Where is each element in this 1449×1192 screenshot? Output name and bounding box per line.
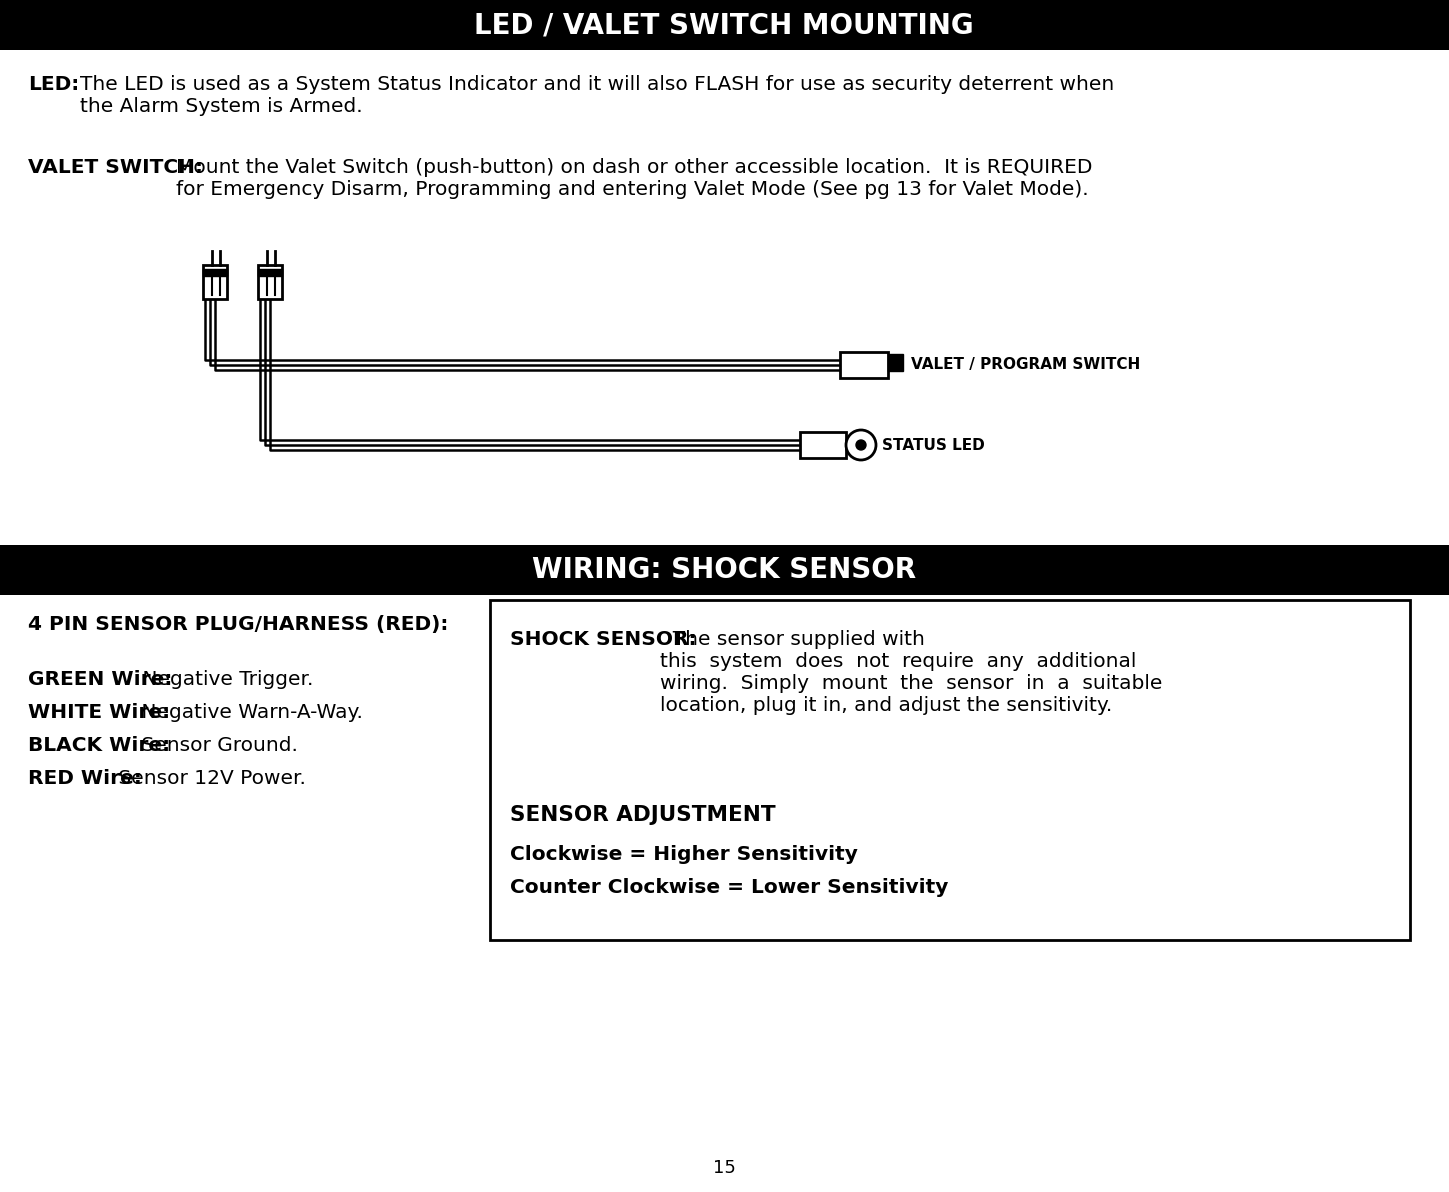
Text: GREEN Wire:: GREEN Wire: xyxy=(28,670,172,689)
Text: The LED is used as a System Status Indicator and it will also FLASH for use as s: The LED is used as a System Status Indic… xyxy=(80,75,1114,116)
Circle shape xyxy=(846,430,877,460)
Text: SHOCK SENSOR:: SHOCK SENSOR: xyxy=(510,631,697,648)
Text: WIRING: SHOCK SENSOR: WIRING: SHOCK SENSOR xyxy=(532,555,916,584)
Circle shape xyxy=(856,440,867,451)
Text: RED Wire:: RED Wire: xyxy=(28,769,142,788)
Text: Clockwise = Higher Sensitivity: Clockwise = Higher Sensitivity xyxy=(510,845,858,864)
Bar xyxy=(203,269,227,277)
Text: LED / VALET SWITCH MOUNTING: LED / VALET SWITCH MOUNTING xyxy=(474,11,974,39)
Text: VALET SWITCH:: VALET SWITCH: xyxy=(28,159,203,176)
Bar xyxy=(800,432,846,458)
Text: Counter Clockwise = Lower Sensitivity: Counter Clockwise = Lower Sensitivity xyxy=(510,879,949,898)
Text: The sensor supplied with
this  system  does  not  require  any  additional
wirin: The sensor supplied with this system doe… xyxy=(659,631,1162,715)
Text: 15: 15 xyxy=(713,1159,736,1177)
Text: Negative Trigger.: Negative Trigger. xyxy=(136,670,313,689)
Text: LED:: LED: xyxy=(28,75,80,94)
Bar xyxy=(888,354,903,371)
Text: Mount the Valet Switch (push-button) on dash or other accessible location.  It i: Mount the Valet Switch (push-button) on … xyxy=(175,159,1093,199)
Bar xyxy=(258,265,283,299)
Text: WHITE Wire:: WHITE Wire: xyxy=(28,703,170,722)
Text: SENSOR ADJUSTMENT: SENSOR ADJUSTMENT xyxy=(510,805,775,825)
Text: BLACK Wire:: BLACK Wire: xyxy=(28,735,170,755)
Bar xyxy=(0,0,1449,50)
Text: Sensor Ground.: Sensor Ground. xyxy=(135,735,298,755)
Bar xyxy=(258,269,283,277)
Bar xyxy=(0,545,1449,595)
Bar xyxy=(490,600,1410,940)
Text: Negative Warn-A-Way.: Negative Warn-A-Way. xyxy=(135,703,362,722)
Text: 4 PIN SENSOR PLUG/HARNESS (RED):: 4 PIN SENSOR PLUG/HARNESS (RED): xyxy=(28,615,448,634)
Bar xyxy=(203,265,227,299)
Text: VALET / PROGRAM SWITCH: VALET / PROGRAM SWITCH xyxy=(911,358,1140,372)
Text: Sensor 12V Power.: Sensor 12V Power. xyxy=(112,769,306,788)
Text: STATUS LED: STATUS LED xyxy=(882,437,985,453)
Bar xyxy=(840,352,888,378)
